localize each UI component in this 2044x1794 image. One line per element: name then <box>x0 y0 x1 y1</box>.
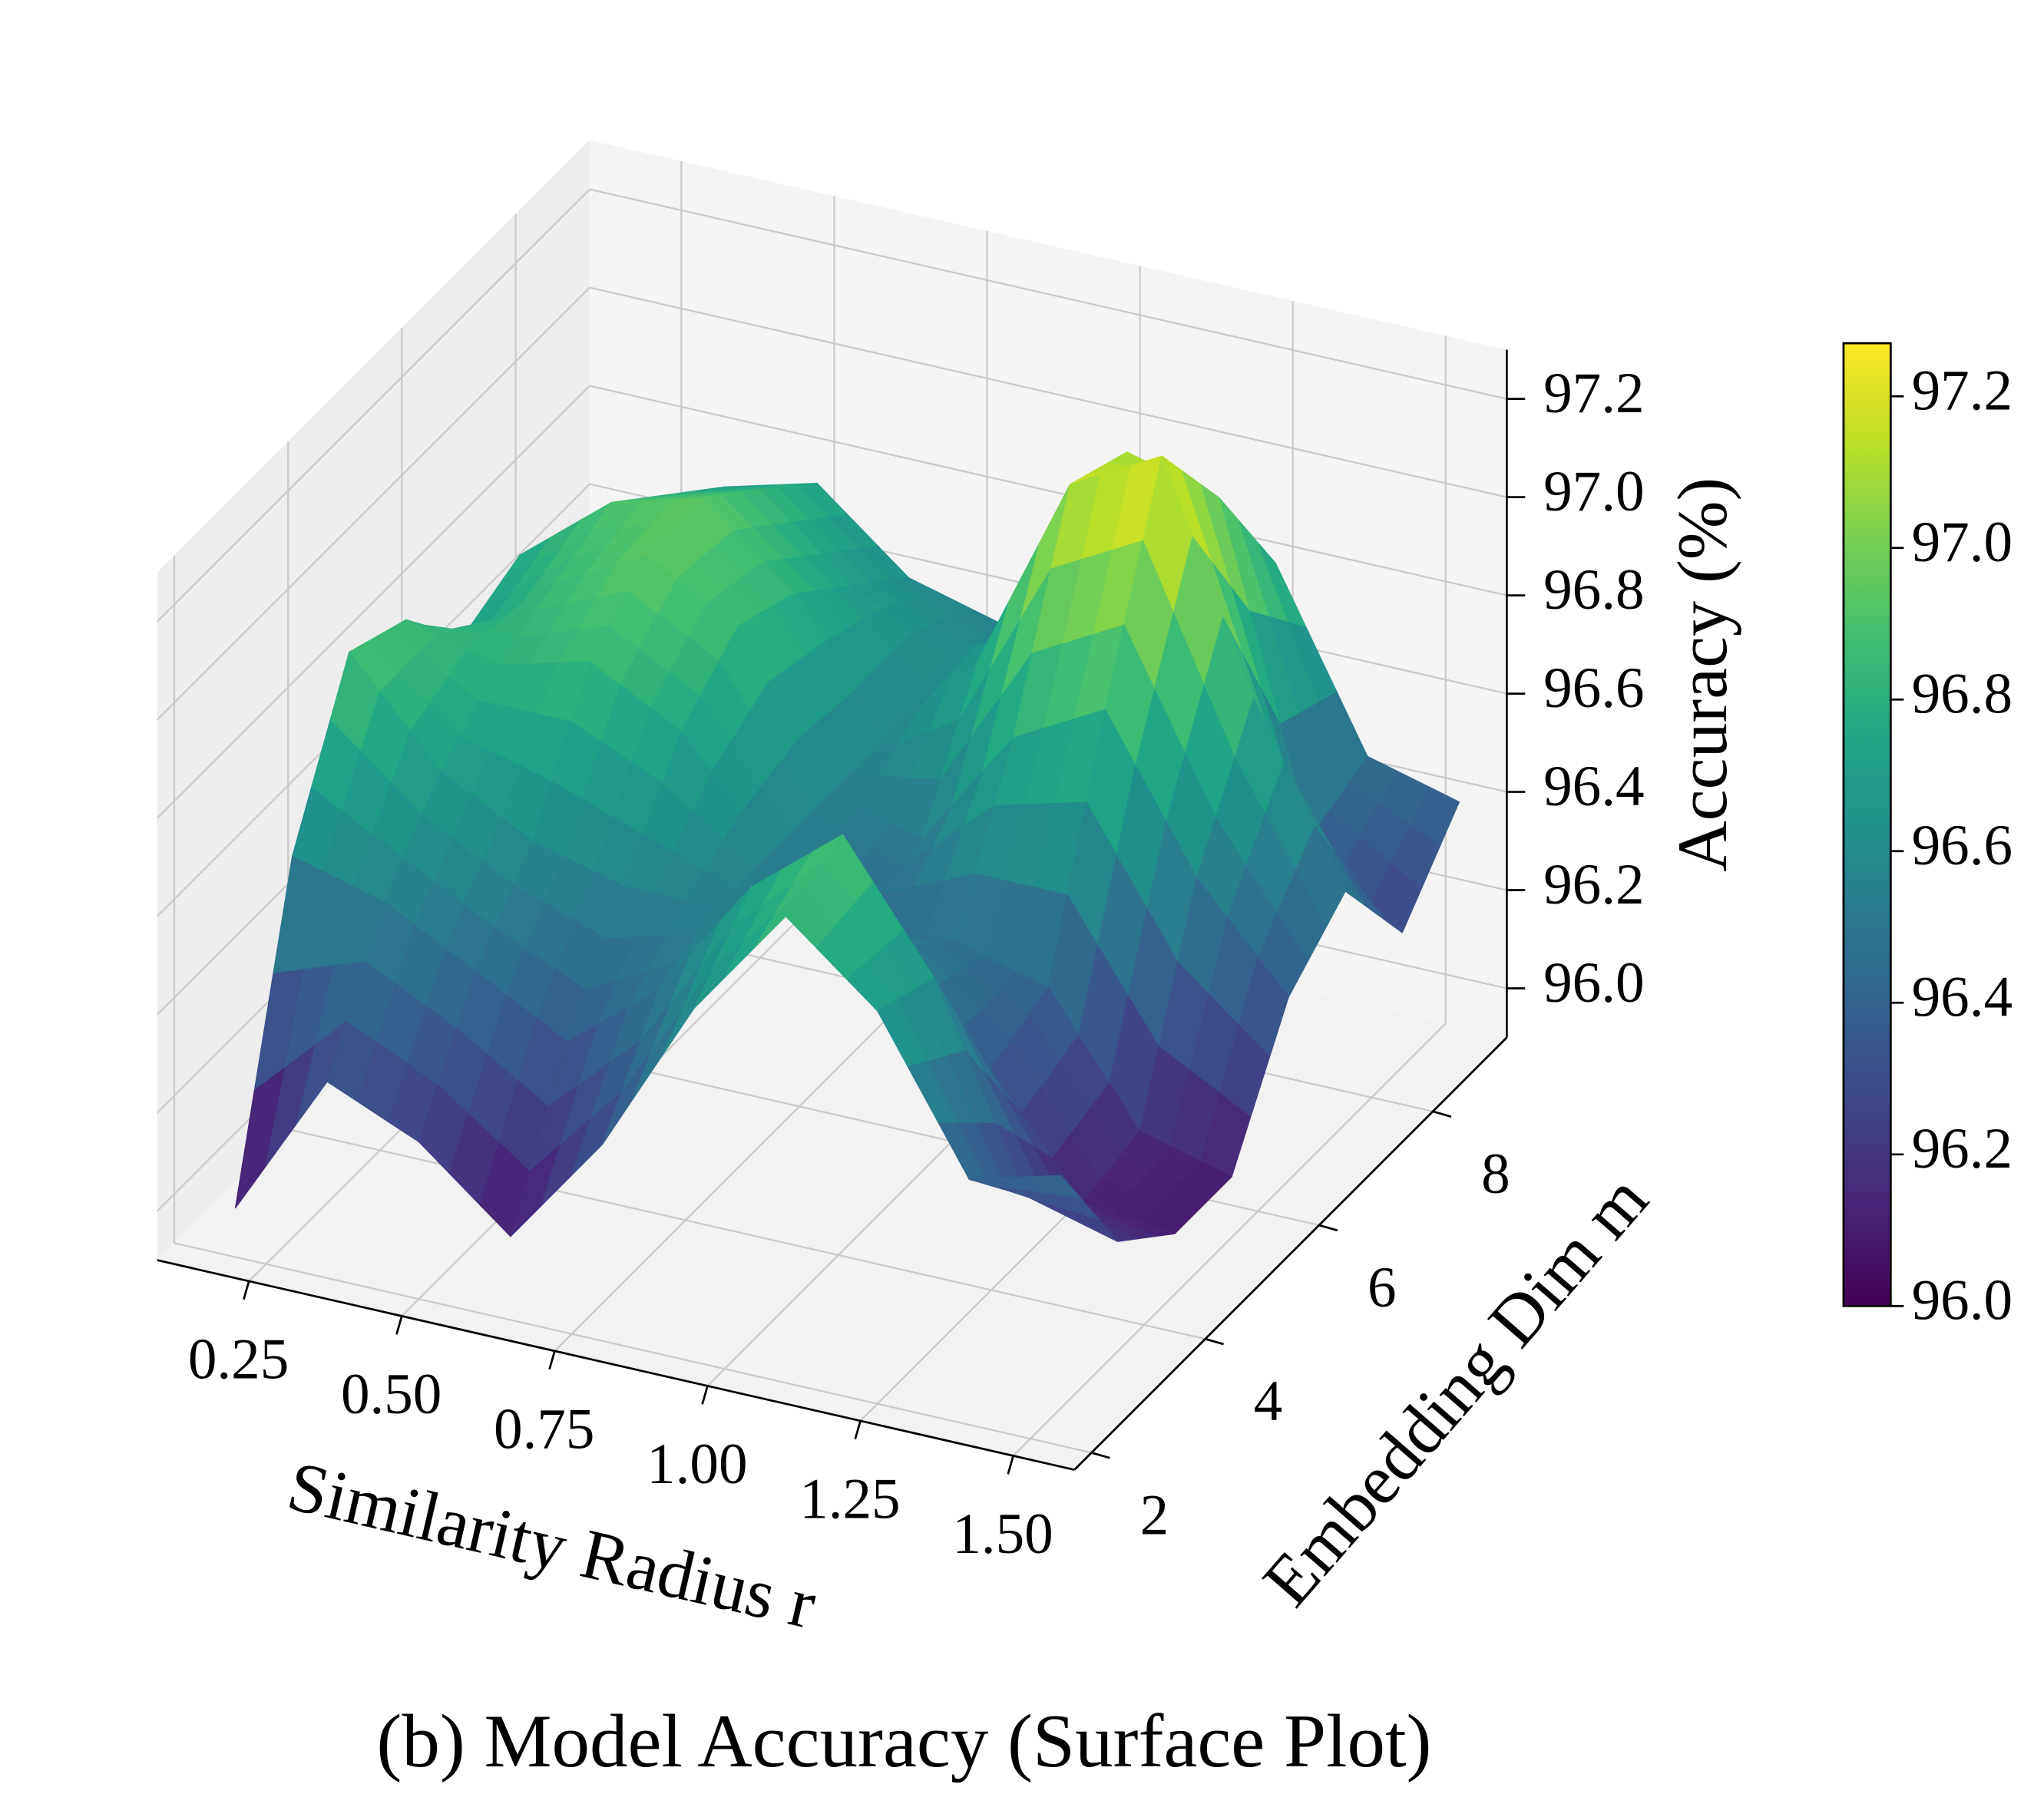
y-tick <box>1205 1337 1224 1346</box>
x-tick <box>395 1316 403 1335</box>
x-tick-label: 0.25 <box>188 1327 289 1391</box>
surface <box>234 451 1460 1242</box>
y-tick-label: 4 <box>1254 1369 1283 1433</box>
z-tick-label: 96.0 <box>1543 951 1644 1015</box>
grid-line <box>589 385 1507 596</box>
x-axis-line <box>157 1259 1075 1471</box>
x-tick <box>1007 1455 1014 1475</box>
z-tick-label: 97.2 <box>1543 362 1644 425</box>
axes: 0.25 0.50 0.75 1.00 1.25 1.50 2 4 6 8 96.0 96.2 96.4… <box>157 349 1645 1566</box>
colorbar-tick-label: 96.0 <box>1912 1269 2013 1333</box>
y-axis-line <box>1073 1036 1508 1471</box>
grid-line <box>589 188 1507 400</box>
x-tick-label: 1.50 <box>952 1502 1053 1566</box>
grid-line <box>156 188 590 623</box>
colorbar-tick-label: 96.2 <box>1912 1117 2013 1181</box>
grid-line <box>156 385 590 819</box>
x-tick-label: 0.75 <box>494 1397 594 1461</box>
colorbar-tick-label: 97.2 <box>1912 358 2013 422</box>
x-tick <box>854 1420 862 1440</box>
y-tick-label: 2 <box>1140 1483 1169 1547</box>
grid-line <box>156 286 590 721</box>
x-tick-label: 0.50 <box>341 1363 442 1426</box>
colorbar-tick-label: 97.0 <box>1912 510 2013 574</box>
surface-patch <box>1030 1175 1081 1198</box>
y-tick-label: 8 <box>1481 1142 1510 1206</box>
grid-line <box>589 286 1507 498</box>
colorbar-tick-label: 96.4 <box>1912 966 2013 1029</box>
chart-title: (b) Model Accuracy (Surface Plot) <box>376 1700 1431 1783</box>
y-tick <box>1318 1224 1338 1232</box>
z-tick-label: 97.0 <box>1543 460 1644 524</box>
x-tick <box>548 1350 556 1370</box>
z-tick-label: 96.2 <box>1543 853 1644 917</box>
x-tick <box>701 1386 709 1405</box>
grid-line <box>1012 1023 1447 1457</box>
y-tick <box>1432 1110 1452 1118</box>
grid-line <box>174 1242 1092 1454</box>
z-tick-label: 96.4 <box>1543 755 1644 818</box>
y-tick <box>1091 1452 1110 1459</box>
z-tick-label: 96.8 <box>1543 558 1644 622</box>
x-tick-label: 1.00 <box>647 1432 747 1496</box>
colorbar-tick-label: 96.8 <box>1912 662 2013 726</box>
colorbar-gradient <box>1842 342 1892 1307</box>
z-tick-label: 96.6 <box>1543 656 1644 720</box>
x-tick-label: 1.25 <box>799 1467 900 1531</box>
y-tick-label: 6 <box>1368 1256 1397 1320</box>
colorbar: 96.0 96.2 96.4 96.6 96.8 97.0 97.2 <box>1842 342 2013 1333</box>
x-tick <box>243 1280 250 1300</box>
z-axis-label: Accuracy (%) <box>1663 477 1741 872</box>
colorbar-tick-label: 96.6 <box>1912 814 2013 877</box>
